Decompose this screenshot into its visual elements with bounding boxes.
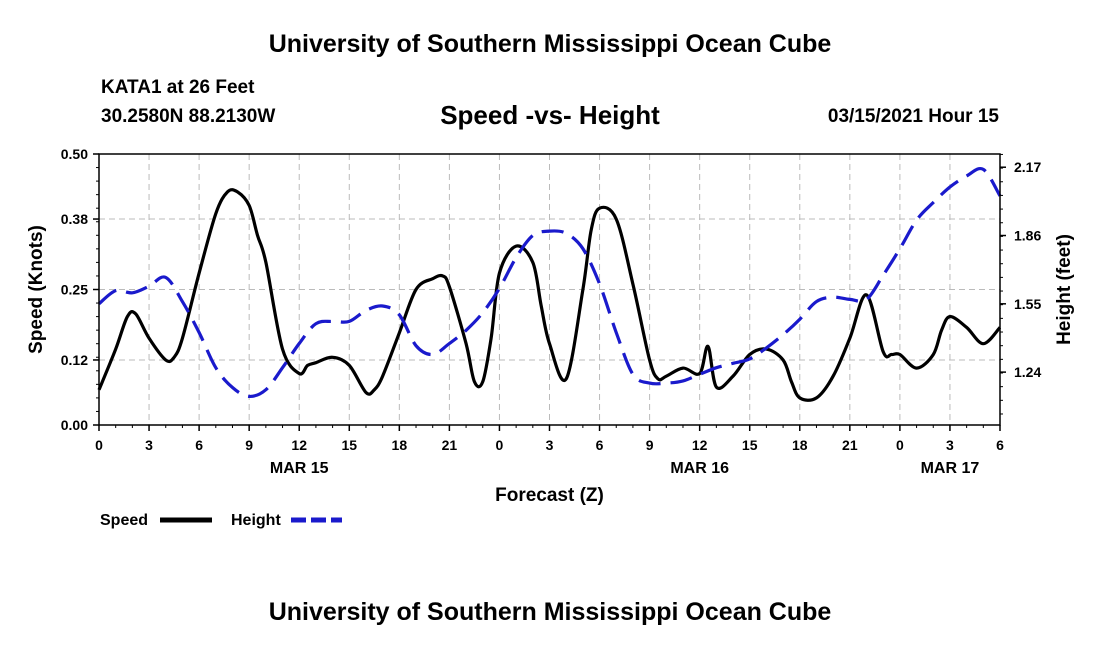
- y2-tick-label: 1.86: [1014, 228, 1041, 244]
- series-line-height: [97, 167, 1002, 399]
- x-axis-label: Forecast (Z): [495, 485, 604, 506]
- y-tick-label: 0.12: [61, 352, 88, 368]
- x-tick-label: 15: [742, 437, 758, 453]
- y2-axis-label: Height (feet): [1054, 234, 1075, 345]
- y-tick-label: 0.00: [61, 417, 88, 433]
- y-tick-label: 0.25: [61, 282, 88, 298]
- x-tick-label: 0: [496, 437, 504, 453]
- x-tick-label: 9: [646, 437, 654, 453]
- x-tick-label: 6: [195, 437, 203, 453]
- date-label: MAR 17: [921, 460, 980, 477]
- y2-tick-label: 1.24: [1014, 364, 1041, 380]
- x-tick-label: 15: [341, 437, 357, 453]
- x-tick-label: 6: [596, 437, 604, 453]
- legend-height-label: Height: [231, 512, 281, 529]
- x-tick-label: 12: [692, 437, 708, 453]
- x-tick-label: 0: [95, 437, 103, 453]
- x-tick-label: 21: [842, 437, 858, 453]
- date-label: MAR 16: [670, 460, 729, 477]
- y2-tick-label: 2.17: [1014, 159, 1041, 175]
- series-layer: [97, 167, 1002, 402]
- x-tick-label: 6: [996, 437, 1004, 453]
- station-coordinates: 30.2580N 88.2130W: [101, 106, 276, 127]
- x-tick-label: 9: [245, 437, 253, 453]
- x-tick-label: 0: [896, 437, 904, 453]
- x-tick-label: 3: [946, 437, 954, 453]
- date-label: MAR 15: [270, 460, 329, 477]
- grid: [99, 154, 1000, 425]
- series-line-speed: [97, 188, 1002, 402]
- y-axis-label: Speed (Knots): [26, 225, 47, 354]
- x-tick-label: 18: [792, 437, 808, 453]
- y-tick-label: 0.38: [61, 211, 88, 227]
- chart-title-top: University of Southern Mississippi Ocean…: [268, 30, 832, 58]
- y2-tick-label: 1.55: [1014, 296, 1041, 312]
- x-tick-label: 21: [442, 437, 458, 453]
- x-tick-label: 12: [291, 437, 307, 453]
- axes: 0 3 6 9 12 15 18 21 0 3 6 9 12 15 18 21 0 3 6 MAR 15 MAR 16 M…: [61, 146, 1042, 477]
- chart-subtitle: Speed -vs- Height: [440, 100, 660, 130]
- legend-speed-label: Speed: [100, 512, 148, 529]
- chart-title-bottom: University of Southern Mississippi Ocean…: [268, 598, 832, 626]
- forecast-datetime: 03/15/2021 Hour 15: [827, 106, 999, 127]
- legend: Speed Height: [100, 512, 342, 529]
- x-tick-label: 3: [145, 437, 153, 453]
- y-tick-label: 0.50: [61, 146, 88, 162]
- x-tick-label: 18: [392, 437, 408, 453]
- station-label: KATA1 at 26 Feet: [101, 77, 255, 98]
- x-tick-label: 3: [546, 437, 554, 453]
